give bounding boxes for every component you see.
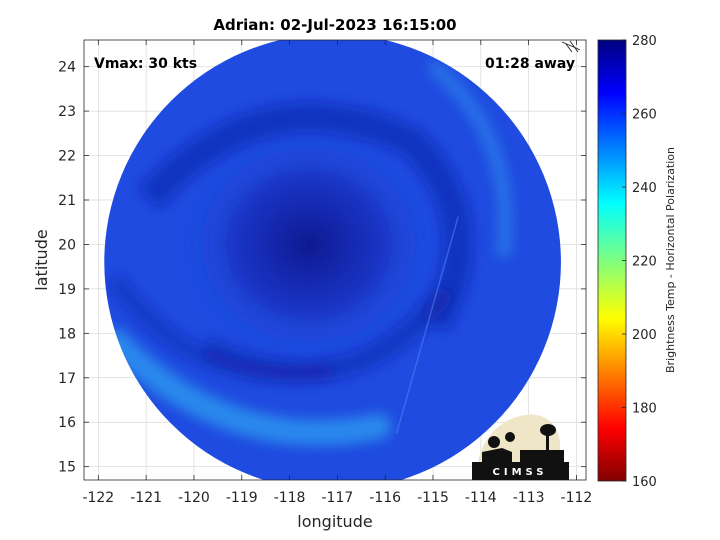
y-tick-label: 16 xyxy=(58,415,76,431)
colorbar-tick-label: 220 xyxy=(632,255,657,270)
plot-frame xyxy=(83,39,587,481)
colorbar-tick-label: 280 xyxy=(632,34,657,49)
x-tick-label: -118 xyxy=(274,490,306,506)
colorbar-tick-label: 180 xyxy=(632,402,657,417)
colorbar-ticks: 160 180 200 220 240 260 280 xyxy=(622,34,657,490)
x-tick-label: -114 xyxy=(465,490,497,506)
colorbar: 160 180 200 220 240 260 280 Brightness Temp - … xyxy=(597,34,677,490)
colorbar-tick-label: 260 xyxy=(632,108,657,123)
spiral-bands xyxy=(107,102,474,383)
y-tick-label: 20 xyxy=(58,237,76,253)
colorbar-tick-label: 160 xyxy=(632,475,657,490)
y-tick-label: 19 xyxy=(58,282,76,298)
y-tick-label: 18 xyxy=(58,326,76,342)
x-tick-label: -112 xyxy=(561,490,593,506)
colorbar-tick-label: 240 xyxy=(632,181,657,196)
colorbar-label: Brightness Temp - Horizontal Polarizatio… xyxy=(664,147,677,373)
y-tick-label: 24 xyxy=(58,60,76,76)
x-tick-label: -116 xyxy=(369,490,401,506)
y-axis: 15 16 17 18 19 20 21 22 23 24 xyxy=(58,60,586,476)
x-axis: -122 -121 -120 -119 -118 -117 -116 -115 -114 -113… xyxy=(82,40,592,506)
time-away-label: 01:28 away xyxy=(485,56,575,72)
x-tick-label: -115 xyxy=(417,490,449,506)
logo-text: CIMSS xyxy=(493,467,548,478)
x-tick-label: -121 xyxy=(130,490,162,506)
chart-title: Adrian: 02-Jul-2023 16:15:00 xyxy=(213,16,456,34)
x-tick-label: -117 xyxy=(321,490,353,506)
y-tick-label: 17 xyxy=(58,371,76,387)
light-band xyxy=(104,61,513,446)
colorbar-tick-label: 200 xyxy=(632,328,657,343)
y-tick-label: 23 xyxy=(58,104,76,120)
x-tick-label: -120 xyxy=(178,490,210,506)
y-axis-label: latitude xyxy=(32,229,51,290)
cimss-logo: CIMSS xyxy=(472,414,569,480)
colorbar-ramp xyxy=(598,40,626,481)
y-tick-label: 15 xyxy=(58,460,76,476)
x-tick-label: -122 xyxy=(82,490,114,506)
swath-seam xyxy=(395,216,459,434)
north-arrow-glyph xyxy=(561,40,581,53)
y-tick-label: 22 xyxy=(58,149,76,165)
x-axis-label: longitude xyxy=(297,512,372,531)
water-tower-icon xyxy=(540,424,556,436)
storm-core xyxy=(183,130,435,359)
y-tick-label: 21 xyxy=(58,193,76,209)
x-tick-label: -113 xyxy=(513,490,545,506)
x-tick-label: -119 xyxy=(226,490,258,506)
vmax-label: Vmax: 30 kts xyxy=(94,56,197,72)
satellite-dish-icon xyxy=(488,436,500,448)
